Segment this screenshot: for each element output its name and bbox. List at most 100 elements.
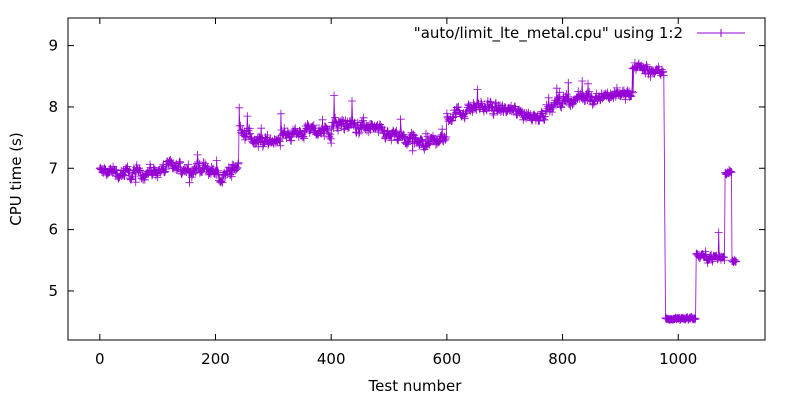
- data-point: [233, 163, 242, 172]
- data-point: [258, 142, 267, 151]
- data-point: [308, 122, 317, 131]
- data-point: [100, 164, 109, 173]
- data-point: [540, 115, 549, 124]
- data-point: [232, 165, 241, 174]
- data-point: [160, 168, 169, 177]
- data-point: [469, 98, 478, 107]
- data-point: [376, 124, 385, 133]
- y-axis-label: CPU time (s): [7, 132, 25, 225]
- data-point: [257, 124, 266, 133]
- data-point: [330, 91, 339, 100]
- data-point: [434, 138, 443, 147]
- data-point: [460, 114, 469, 123]
- data-point: [348, 97, 356, 105]
- data-point: [109, 162, 118, 171]
- data-point: [246, 133, 255, 142]
- x-tick-label-600: 600: [433, 350, 462, 368]
- data-point: [331, 113, 340, 122]
- data-point: [326, 134, 335, 143]
- data-point: [323, 125, 332, 133]
- data-point: [151, 171, 160, 180]
- data-point: [276, 141, 285, 150]
- y-tick-label-9: 9: [48, 37, 58, 55]
- data-point: [642, 60, 651, 69]
- x-tick-label-800: 800: [548, 350, 577, 368]
- data-point: [714, 228, 723, 237]
- data-point: [252, 138, 261, 147]
- x-tick-label-200: 200: [201, 350, 230, 368]
- data-point: [554, 93, 563, 102]
- data-point: [468, 108, 477, 116]
- y-tick-label-8: 8: [48, 98, 58, 116]
- data-point: [418, 137, 427, 146]
- data-point: [217, 177, 226, 186]
- data-point: [621, 95, 630, 104]
- data-point: [243, 112, 252, 121]
- data-point: [454, 103, 463, 111]
- data-point: [612, 83, 621, 92]
- data-point: [424, 139, 433, 148]
- data-point: [280, 124, 289, 133]
- data-point: [453, 103, 462, 112]
- y-axis-ticks: 5 6 7 8 9: [48, 37, 765, 300]
- data-point: [400, 132, 409, 141]
- data-point: [190, 164, 199, 173]
- series-markers: [95, 58, 741, 324]
- data-point: [387, 136, 396, 145]
- data-point: [555, 88, 564, 97]
- plot-area: [95, 58, 741, 324]
- series-line: [99, 62, 737, 321]
- data-point: [327, 139, 336, 148]
- data-point: [161, 165, 170, 174]
- data-point: [708, 257, 717, 266]
- legend-entry-marker: [717, 29, 725, 37]
- data-point: [552, 84, 561, 93]
- data-point: [236, 121, 245, 130]
- data-point: [344, 124, 352, 133]
- series-path: [99, 62, 737, 321]
- data-point: [556, 102, 565, 111]
- x-axis-label: Test number: [368, 377, 463, 395]
- data-point: [417, 135, 426, 144]
- data-point: [585, 87, 594, 96]
- data-point: [691, 314, 700, 323]
- data-point: [568, 100, 577, 109]
- data-point: [732, 257, 741, 266]
- data-point: [438, 125, 447, 134]
- data-point: [175, 157, 184, 166]
- data-point: [460, 112, 469, 121]
- data-point: [390, 130, 399, 139]
- data-point: [176, 158, 185, 167]
- data-point: [541, 112, 550, 121]
- data-point: [246, 129, 255, 138]
- data-point: [473, 85, 482, 94]
- data-point: [184, 160, 193, 169]
- y-tick-label-6: 6: [48, 221, 58, 239]
- data-point: [424, 139, 433, 148]
- data-point: [227, 172, 236, 181]
- data-point: [299, 132, 308, 141]
- data-point: [275, 137, 284, 146]
- data-point: [726, 167, 735, 176]
- data-point: [441, 134, 450, 143]
- plot-frame: [67, 17, 766, 341]
- data-point: [300, 134, 308, 143]
- data-point: [544, 93, 553, 102]
- data-point: [489, 111, 498, 119]
- data-point: [245, 124, 254, 133]
- data-point: [167, 158, 176, 167]
- data-point: [341, 116, 350, 125]
- data-point: [234, 159, 243, 168]
- data-point: [486, 97, 495, 106]
- data-point: [318, 115, 327, 124]
- data-point: [226, 171, 234, 179]
- data-point: [399, 130, 408, 139]
- data-point: [338, 115, 347, 124]
- data-point: [359, 113, 368, 122]
- data-point: [135, 166, 144, 175]
- data-point: [691, 315, 699, 324]
- data-point: [701, 247, 710, 256]
- data-point: [275, 136, 284, 145]
- data-point: [549, 103, 558, 112]
- data-point: [287, 136, 296, 145]
